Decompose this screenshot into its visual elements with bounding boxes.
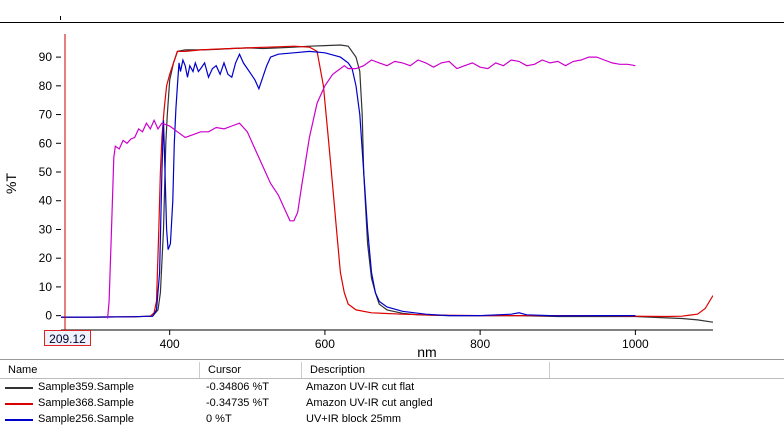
y-tick-label: 20 [39, 251, 53, 265]
y-tick-label: 80 [39, 79, 53, 93]
x-tick-label: 800 [470, 337, 490, 351]
row-description: Amazon UV-IR cut flat [306, 381, 415, 393]
spectrum-plot[interactable]: 0 10 20 30 40 50 60 70 80 90 400 600 800 1000 nm %T [0, 23, 784, 358]
top-toolbar [0, 0, 784, 23]
row-description: UV+IR block 25mm [306, 413, 402, 425]
row-cursor: 0 %T [206, 413, 232, 425]
x-tick-label: 1000 [622, 337, 649, 351]
y-tick-label: 90 [39, 50, 53, 64]
y-tick-label: 60 [39, 136, 53, 150]
y-tick-label: 70 [39, 108, 53, 122]
y-axis-title: %T [3, 173, 19, 194]
header-cursor[interactable]: Cursor [200, 362, 302, 378]
y-tick-label: 30 [39, 222, 53, 236]
row-cursor: -0.34806 %T [206, 381, 269, 393]
row-cursor: -0.34735 %T [206, 397, 269, 409]
x-axis-title: nm [417, 344, 436, 358]
y-tick-label: 40 [39, 194, 53, 208]
row-name: Sample256.Sample [38, 413, 135, 425]
toolbar-tick [60, 16, 61, 20]
header-name[interactable]: Name [0, 362, 200, 378]
y-tick-label: 50 [39, 165, 53, 179]
table-row[interactable]: Sample256.Sample 0 %T UV+IR block 25mm [0, 412, 784, 427]
y-tick-label: 10 [39, 280, 53, 294]
table-row[interactable]: Sample359.Sample -0.34806 %T Amazon UV-I… [0, 380, 784, 395]
series-line-3 [61, 50, 636, 318]
chart-svg[interactable]: 0 10 20 30 40 50 60 70 80 90 400 600 800 1000 nm %T [0, 23, 784, 358]
x-tick-label: 600 [315, 337, 335, 351]
legend-table: Name Cursor Description Sample359.Sample… [0, 359, 784, 425]
row-name: Sample359.Sample [38, 381, 135, 393]
y-tick-label: 0 [45, 309, 52, 323]
series-line-4 [107, 56, 636, 319]
table-row[interactable]: Sample368.Sample -0.34735 %T Amazon UV-I… [0, 396, 784, 411]
row-name: Sample368.Sample [38, 397, 135, 409]
series-swatch [5, 403, 33, 405]
cursor-x-readout[interactable]: 209.12 [44, 330, 91, 346]
header-description[interactable]: Description [302, 362, 550, 378]
table-header: Name Cursor Description [0, 362, 784, 379]
x-tick-label: 400 [160, 337, 180, 351]
row-description: Amazon UV-IR cut angled [306, 397, 433, 409]
series-swatch [5, 387, 33, 389]
series-swatch [5, 419, 33, 421]
